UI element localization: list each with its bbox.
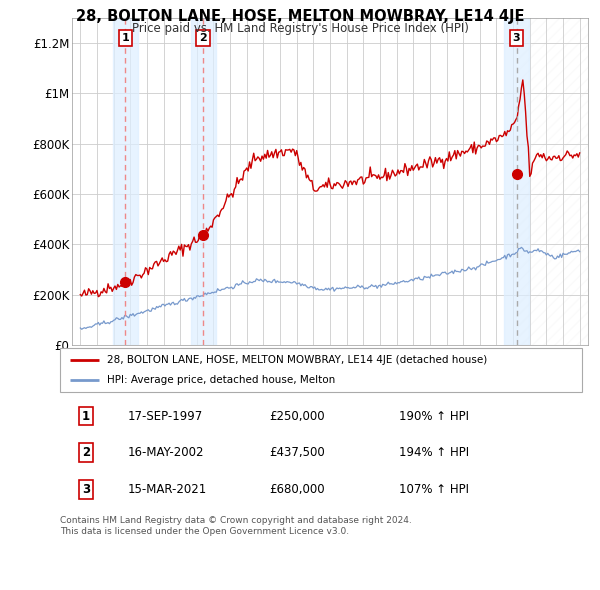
Text: 3: 3 — [513, 33, 520, 43]
Text: £437,500: £437,500 — [269, 446, 325, 460]
Text: 15-MAR-2021: 15-MAR-2021 — [128, 483, 207, 496]
Text: 1: 1 — [82, 409, 90, 422]
Bar — [504, 18, 529, 345]
Text: 2: 2 — [199, 33, 207, 43]
Text: Contains HM Land Registry data © Crown copyright and database right 2024.
This d: Contains HM Land Registry data © Crown c… — [60, 516, 412, 536]
Text: 194% ↑ HPI: 194% ↑ HPI — [400, 446, 469, 460]
Text: 17-SEP-1997: 17-SEP-1997 — [128, 409, 203, 422]
Text: Price paid vs. HM Land Registry's House Price Index (HPI): Price paid vs. HM Land Registry's House … — [131, 22, 469, 35]
Text: 107% ↑ HPI: 107% ↑ HPI — [400, 483, 469, 496]
Text: £680,000: £680,000 — [269, 483, 325, 496]
Bar — [191, 18, 215, 345]
Text: 3: 3 — [82, 483, 90, 496]
Text: 28, BOLTON LANE, HOSE, MELTON MOWBRAY, LE14 4JE: 28, BOLTON LANE, HOSE, MELTON MOWBRAY, L… — [76, 9, 524, 24]
Text: 16-MAY-2002: 16-MAY-2002 — [128, 446, 205, 460]
Text: 28, BOLTON LANE, HOSE, MELTON MOWBRAY, LE14 4JE (detached house): 28, BOLTON LANE, HOSE, MELTON MOWBRAY, L… — [107, 355, 487, 365]
Text: 190% ↑ HPI: 190% ↑ HPI — [400, 409, 469, 422]
Text: HPI: Average price, detached house, Melton: HPI: Average price, detached house, Melt… — [107, 375, 335, 385]
Text: £250,000: £250,000 — [269, 409, 325, 422]
Bar — [517, 18, 588, 345]
Text: 1: 1 — [122, 33, 129, 43]
Text: 2: 2 — [82, 446, 90, 460]
Bar — [113, 18, 138, 345]
